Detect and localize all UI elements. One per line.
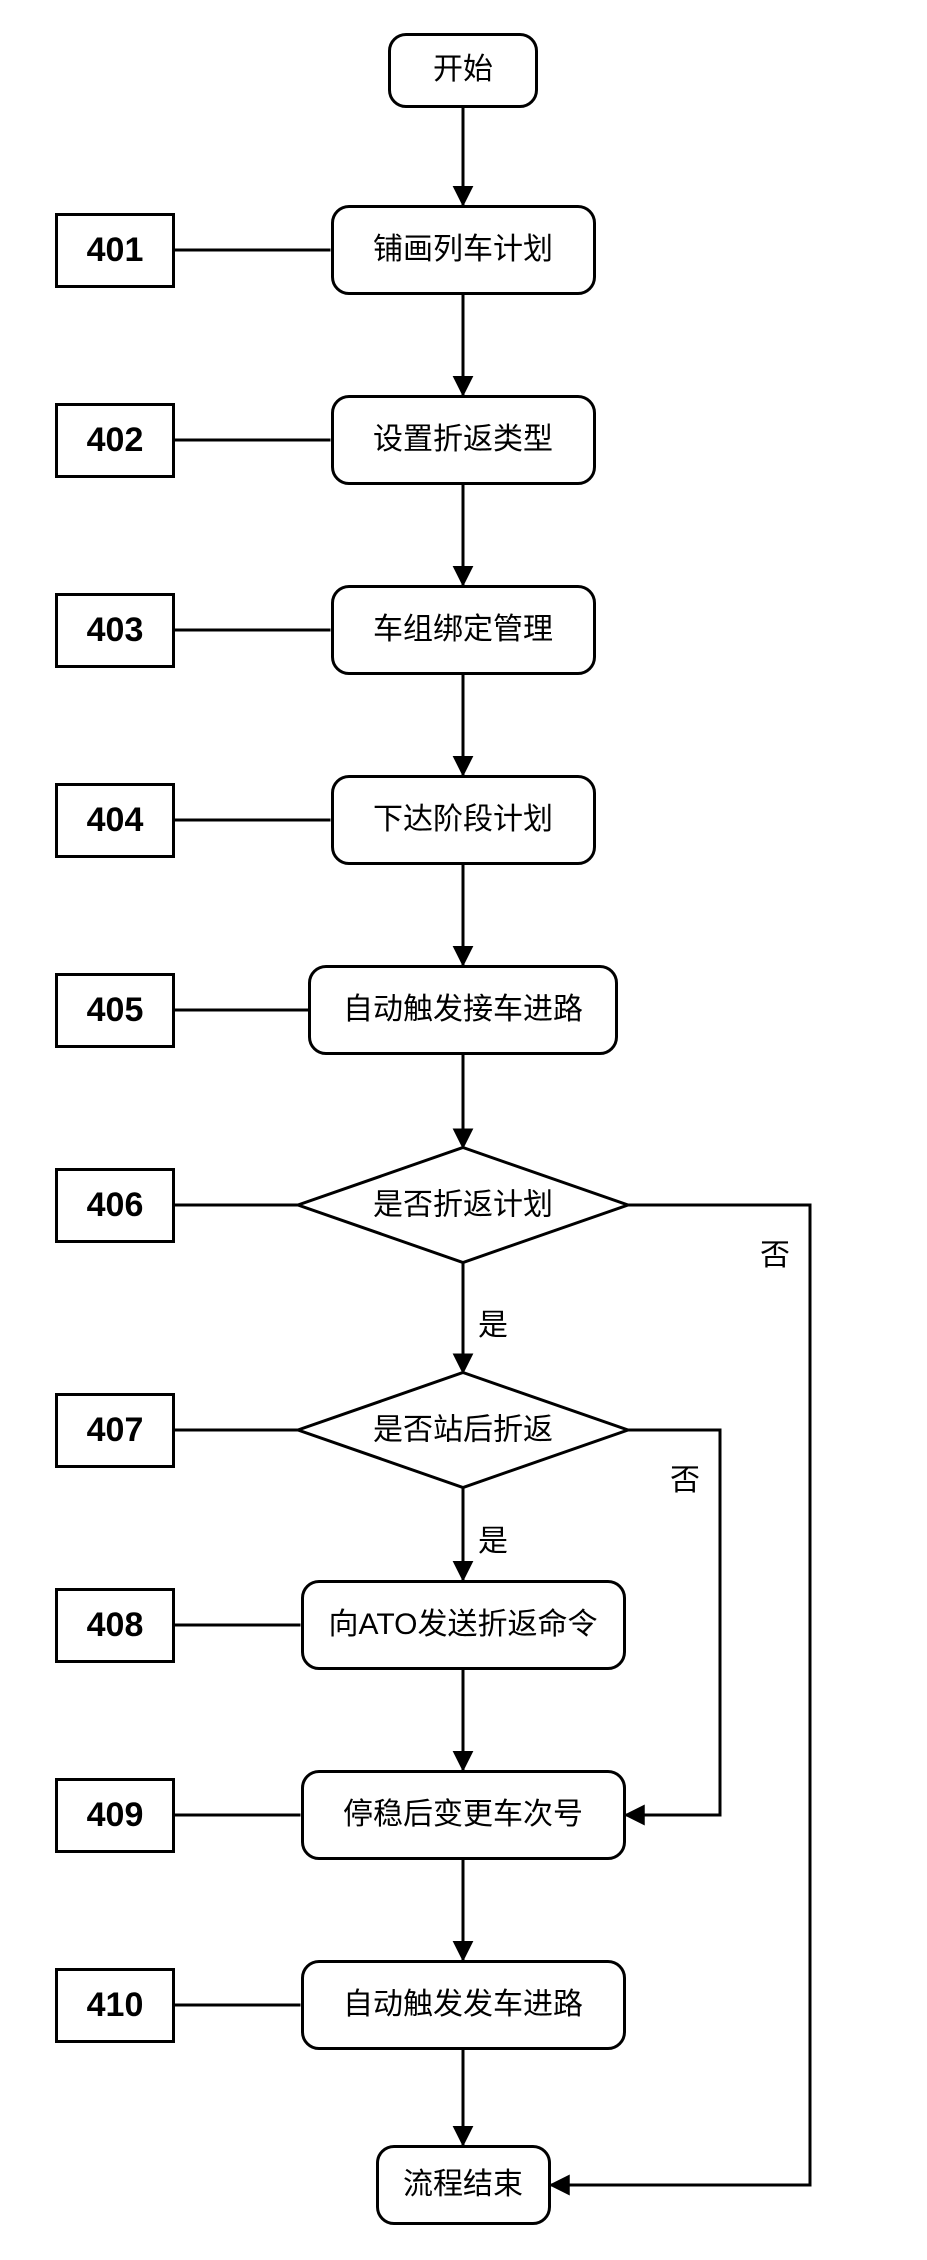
label-l406: 406: [55, 1168, 175, 1243]
node-end-text: 流程结束: [403, 2168, 523, 2203]
edge-label: 否: [760, 1230, 790, 1274]
label-l407: 407: [55, 1393, 175, 1468]
node-s404-text: 下达阶段计划: [373, 803, 553, 838]
svg-text:是否站后折返: 是否站后折返: [373, 1414, 553, 1447]
node-s405-text: 自动触发接车进路: [343, 993, 583, 1028]
svg-text:是否折返计划: 是否折返计划: [373, 1189, 553, 1222]
node-start-text: 开始: [433, 53, 493, 88]
edge-label: 是: [478, 1516, 508, 1560]
label-l404: 404: [55, 783, 175, 858]
edge-label: 是: [478, 1300, 508, 1344]
node-s409: 停稳后变更车次号: [301, 1770, 626, 1860]
node-s403: 车组绑定管理: [331, 585, 596, 675]
edge-label: 否: [670, 1455, 700, 1499]
node-s401-text: 铺画列车计划: [373, 233, 553, 268]
flowchart-svg: 是否折返计划是否站后折返: [0, 0, 927, 2260]
node-s408: 向ATO发送折返命令: [301, 1580, 626, 1670]
node-d406: 是否折返计划: [298, 1148, 628, 1263]
label-l409: 409: [55, 1778, 175, 1853]
node-s409-text: 停稳后变更车次号: [343, 1798, 583, 1833]
node-s408-text: 向ATO发送折返命令: [329, 1608, 598, 1643]
label-l408: 408: [55, 1588, 175, 1663]
label-l410: 410: [55, 1968, 175, 2043]
node-s401: 铺画列车计划: [331, 205, 596, 295]
node-s410: 自动触发发车进路: [301, 1960, 626, 2050]
label-l405: 405: [55, 973, 175, 1048]
label-l402: 402: [55, 403, 175, 478]
label-l403: 403: [55, 593, 175, 668]
flowchart-canvas: 是否折返计划是否站后折返 开始铺画列车计划设置折返类型车组绑定管理下达阶段计划自…: [0, 0, 927, 2260]
node-start: 开始: [388, 33, 538, 108]
node-s403-text: 车组绑定管理: [373, 613, 553, 648]
node-end: 流程结束: [376, 2145, 551, 2225]
node-s405: 自动触发接车进路: [308, 965, 618, 1055]
label-l401: 401: [55, 213, 175, 288]
node-s404: 下达阶段计划: [331, 775, 596, 865]
node-s402-text: 设置折返类型: [373, 423, 553, 458]
node-s410-text: 自动触发发车进路: [343, 1988, 583, 2023]
node-d407: 是否站后折返: [298, 1373, 628, 1488]
node-s402: 设置折返类型: [331, 395, 596, 485]
